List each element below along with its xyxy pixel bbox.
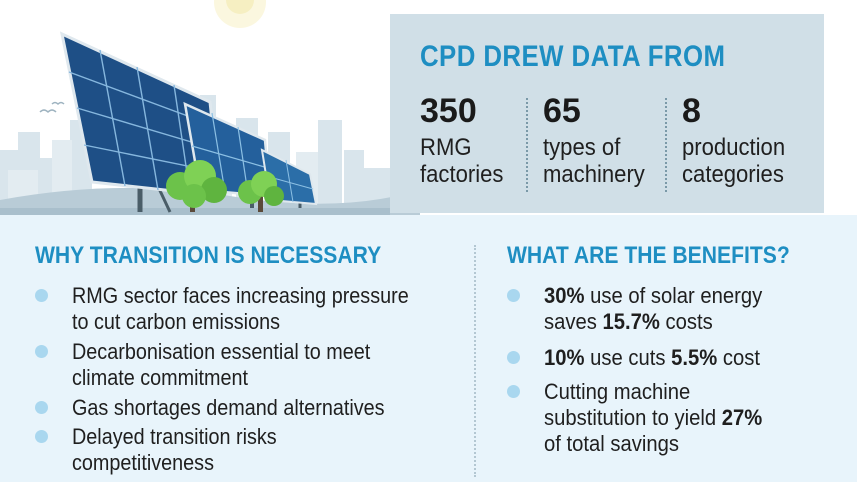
list-item-text: 10% use cuts 5.5% cost <box>544 345 823 371</box>
list-item-text: saves 15.7% costs <box>544 309 823 335</box>
stat-categories: 8 production categories <box>682 94 794 188</box>
highlight-value: 10% <box>544 345 585 370</box>
list-item: Decarbonisation essential to meet climat… <box>35 339 465 395</box>
data-source-title: CPD DREW DATA FROM <box>420 40 726 73</box>
list-item: 10% use cuts 5.5% cost <box>507 345 847 379</box>
stat-machinery: 65 types of machinery <box>543 94 654 188</box>
list-item-text: substitution to yield 27% <box>544 405 823 431</box>
list-item-text: RMG sector faces increasing pressure <box>72 283 409 308</box>
why-section-title: WHY TRANSITION IS NECESSARY <box>35 242 382 269</box>
column-divider <box>474 245 476 477</box>
stat-label: machinery <box>543 161 645 188</box>
highlight-value: 27% <box>721 405 763 430</box>
list-item: Cutting machine substitution to yield 27… <box>507 379 847 459</box>
highlight-value: 30% <box>544 283 585 308</box>
list-item: 30% use of solar energy saves 15.7% cost… <box>507 283 847 345</box>
text-fragment: costs <box>659 309 713 334</box>
list-item-text: Decarbonisation essential to meet <box>72 339 371 364</box>
bullet-icon <box>35 289 48 302</box>
text-fragment: saves <box>544 309 603 334</box>
stat-divider <box>526 98 528 192</box>
text-fragment: use cuts <box>584 345 672 370</box>
stat-label: RMG <box>420 134 472 161</box>
text-fragment: cost <box>717 345 761 370</box>
list-item-text: Delayed transition risks <box>72 424 277 449</box>
bullet-icon <box>507 289 520 302</box>
highlight-value: 15.7% <box>602 309 660 334</box>
text-fragment: use of solar energy <box>584 283 763 308</box>
stat-divider <box>665 98 667 192</box>
bullet-icon <box>35 430 48 443</box>
list-item: Delayed transition risks competitiveness <box>35 424 465 480</box>
stat-label: factories <box>420 161 504 188</box>
stat-label: types of <box>543 134 621 161</box>
stat-factories: 350 RMG factories <box>420 94 511 188</box>
bullet-icon <box>507 385 520 398</box>
list-item-text: Cutting machine <box>544 379 691 404</box>
stat-value: 8 <box>682 92 701 130</box>
bullet-icon <box>507 351 520 364</box>
list-item-text: climate commitment <box>72 365 249 390</box>
data-source-panel: CPD DREW DATA FROM 350 RMG factories 65 … <box>390 14 824 213</box>
list-item-text: Gas shortages demand alternatives <box>72 395 385 420</box>
text-fragment: substitution to yield <box>544 405 722 430</box>
list-item-text: competitiveness <box>72 450 214 475</box>
list-item-text: of total savings <box>544 431 680 456</box>
benefits-list: 30% use of solar energy saves 15.7% cost… <box>507 283 847 459</box>
highlight-value: 5.5% <box>671 345 718 370</box>
stat-value: 65 <box>543 92 581 130</box>
list-item-text: to cut carbon emissions <box>72 309 280 334</box>
list-item-text: 30% use of solar energy <box>544 283 823 309</box>
bullet-icon <box>35 401 48 414</box>
stat-value: 350 <box>420 92 477 130</box>
list-item: RMG sector faces increasing pressure to … <box>35 283 465 339</box>
stat-label: production <box>682 134 786 161</box>
why-list: RMG sector faces increasing pressure to … <box>35 283 465 480</box>
bullet-icon <box>35 345 48 358</box>
list-item: Gas shortages demand alternatives <box>35 395 465 424</box>
stat-label: categories <box>682 161 784 188</box>
benefits-section-title: WHAT ARE THE BENEFITS? <box>507 242 790 269</box>
